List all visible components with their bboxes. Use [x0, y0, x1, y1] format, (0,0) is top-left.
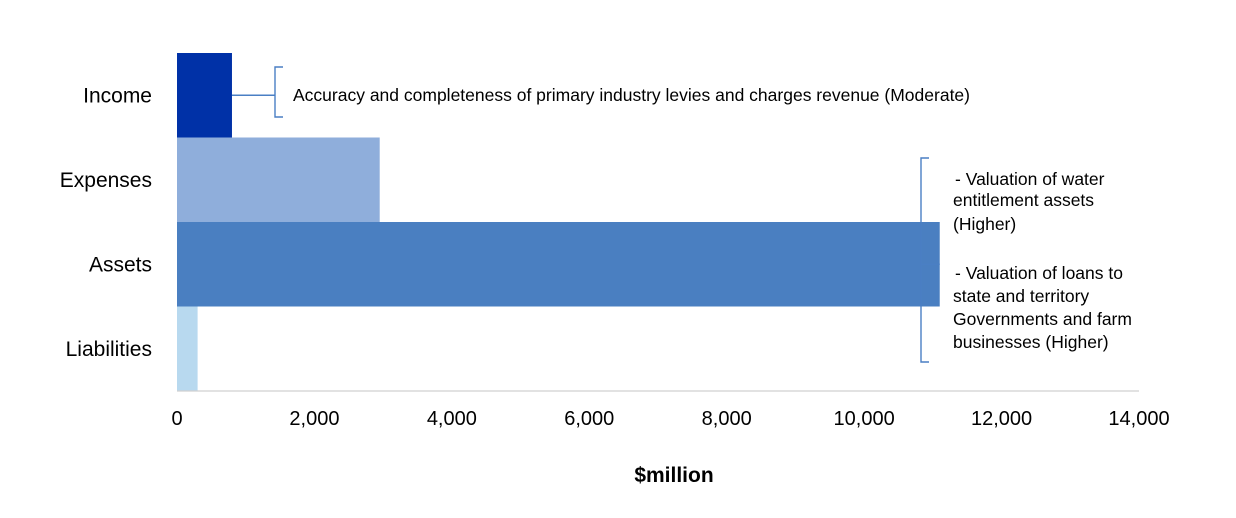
- bar-liabilities: [177, 306, 198, 391]
- annotation-text-line: Accuracy and completeness of primary ind…: [293, 85, 970, 105]
- category-labels: Income Expenses Assets Liabilities: [60, 84, 152, 361]
- bars-layer: [177, 53, 940, 391]
- category-label-income: Income: [83, 84, 152, 107]
- x-axis-label: $million: [634, 464, 713, 487]
- annotation-text-line: businesses (Higher): [953, 332, 1109, 352]
- annotation-text-line: - Valuation of loans to: [955, 263, 1123, 283]
- x-tick-label: 8,000: [702, 408, 752, 430]
- annotation-text-line: state and territory: [953, 286, 1089, 306]
- annotation-text-line: (Higher): [953, 214, 1016, 234]
- annotation-text-line: - Valuation of water: [955, 169, 1105, 189]
- x-tick-labels: 0 2,000 4,000 6,000 8,000 10,000 12,000 14,000: [171, 408, 1169, 430]
- bar-assets: [177, 222, 940, 307]
- annotations: Accuracy and completeness of primary ind…: [231, 66, 1132, 363]
- annotation-text-line: entitlement assets: [953, 190, 1094, 210]
- annotation-income: Accuracy and completeness of primary ind…: [231, 66, 970, 118]
- bar-income: [177, 53, 232, 138]
- x-tick-label: 14,000: [1108, 408, 1169, 430]
- category-label-expenses: Expenses: [60, 169, 152, 192]
- category-label-assets: Assets: [89, 253, 152, 276]
- x-tick-label: 2,000: [289, 408, 339, 430]
- annotation-bracket: [274, 66, 283, 118]
- annotation-text-line: Governments and farm: [953, 309, 1132, 329]
- x-tick-label: 4,000: [427, 408, 477, 430]
- x-tick-label: 0: [171, 408, 182, 430]
- x-tick-label: 10,000: [834, 408, 895, 430]
- category-label-liabilities: Liabilities: [66, 338, 152, 361]
- x-tick-label: 12,000: [971, 408, 1032, 430]
- annotation-bracket: [920, 157, 929, 363]
- x-tick-label: 6,000: [564, 408, 614, 430]
- bar-expenses: [177, 137, 380, 222]
